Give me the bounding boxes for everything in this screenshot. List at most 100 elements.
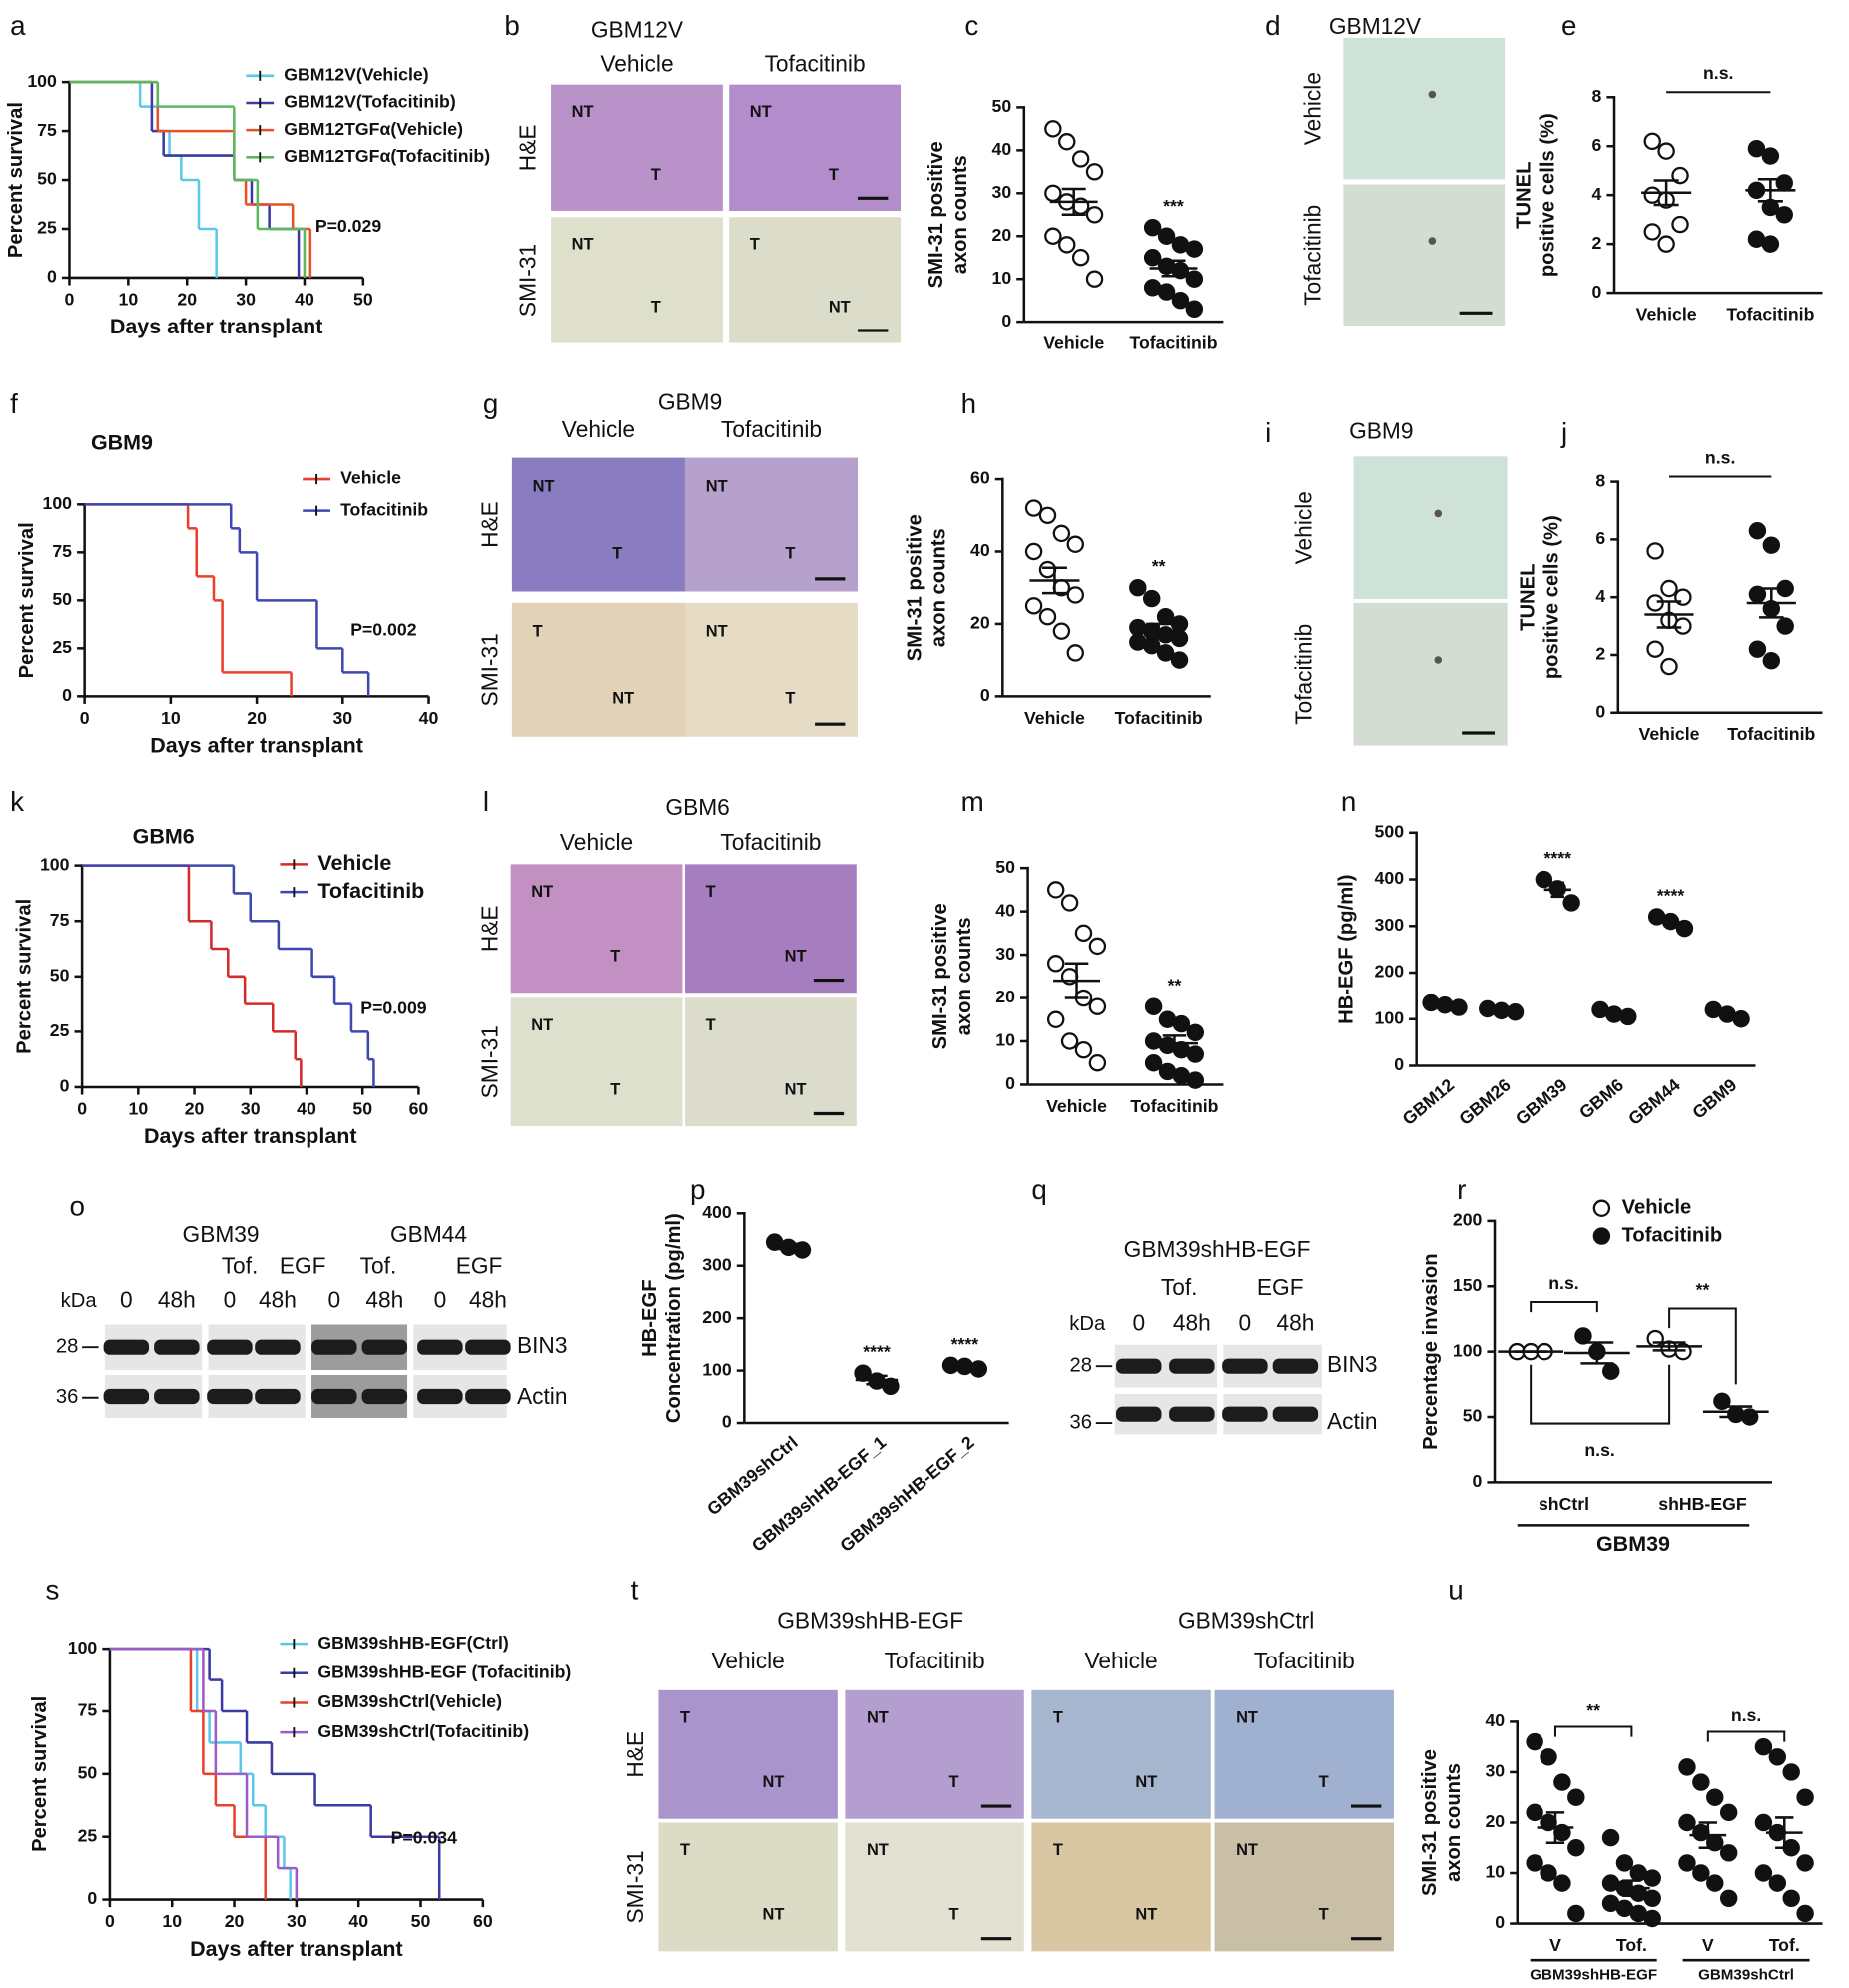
data-point xyxy=(1762,652,1781,670)
blot-band xyxy=(1116,1406,1162,1422)
column-label: Vehicle xyxy=(560,829,633,855)
panel-letter: u xyxy=(1448,1575,1463,1606)
y-tick-label: 75 xyxy=(78,1700,98,1720)
y-axis-label: axon counts xyxy=(928,528,950,647)
data-point xyxy=(1085,206,1104,224)
treatment-label: EGF xyxy=(1257,1274,1304,1300)
panel-title: GBM39shCtrl xyxy=(1178,1608,1314,1634)
blot-band xyxy=(311,1388,357,1405)
band-label: Actin xyxy=(517,1383,568,1409)
panel-letter: q xyxy=(1031,1174,1046,1205)
row-label: H&E xyxy=(622,1731,648,1778)
micrograph xyxy=(729,217,901,343)
x-tick-label: shHB-EGF xyxy=(1658,1494,1747,1514)
annotation: ** xyxy=(1696,1279,1710,1299)
y-tick-label: 25 xyxy=(78,1825,98,1845)
y-tick-label: 2 xyxy=(1595,644,1605,664)
data-point xyxy=(1088,997,1107,1015)
tissue-label: T xyxy=(1053,1841,1063,1859)
data-point xyxy=(1768,1748,1787,1766)
data-point xyxy=(1060,1032,1079,1050)
blot-band xyxy=(103,1388,150,1405)
panel-title: GBM6 xyxy=(665,794,729,820)
data-point xyxy=(1038,506,1057,525)
y-tick-label: 0 xyxy=(60,1076,70,1096)
y-axis-label: SMI-31 positive xyxy=(1419,1749,1441,1896)
panel-title: GBM9 xyxy=(658,388,722,414)
annotation: n.s. xyxy=(1731,1705,1761,1725)
panel-letter: i xyxy=(1265,417,1271,448)
tissue-label: NT xyxy=(1236,1841,1258,1859)
panel-letter: a xyxy=(10,10,26,41)
x-axis-label: Days after transplant xyxy=(150,734,363,758)
x-tick-label: 10 xyxy=(119,289,139,309)
x-tick-label: 10 xyxy=(161,708,181,728)
x-tick-label: shCtrl xyxy=(1539,1494,1589,1514)
significance: **** xyxy=(1657,885,1685,905)
blot-band xyxy=(255,1388,301,1405)
data-point xyxy=(1142,636,1161,655)
data-point xyxy=(1172,1014,1191,1033)
data-point xyxy=(1526,1854,1543,1872)
blot-band xyxy=(361,1339,408,1355)
micrograph xyxy=(1353,602,1508,746)
y-tick-label: 0 xyxy=(1005,1073,1015,1093)
blot-band xyxy=(1222,1406,1268,1422)
x-tick-label: 50 xyxy=(352,1098,372,1118)
blot-group: GBM39 xyxy=(183,1221,260,1247)
x-tick-label: Vehicle xyxy=(1046,1096,1107,1116)
panel-letter: l xyxy=(483,786,489,817)
tissue-label: T xyxy=(533,623,543,641)
x-tick-label: 40 xyxy=(295,289,314,309)
lane-label: 48h xyxy=(1276,1309,1314,1335)
data-point xyxy=(1713,1392,1731,1411)
micrograph xyxy=(658,1822,838,1952)
legend-label: GBM39shCtrl(Vehicle) xyxy=(317,1691,502,1711)
y-tick-label: 20 xyxy=(991,225,1011,245)
tissue-label: T xyxy=(706,1016,716,1034)
panel-letter: j xyxy=(1560,417,1567,448)
marker-label: 36 xyxy=(56,1386,78,1408)
annotation: n.s. xyxy=(1705,448,1735,468)
data-point xyxy=(1060,894,1079,912)
group-label: GBM39shHB-EGF xyxy=(1530,1966,1657,1983)
data-point xyxy=(882,1377,900,1396)
x-tick-label: Vehicle xyxy=(1043,333,1104,353)
y-tick-label: 30 xyxy=(995,944,1015,964)
blot-band xyxy=(465,1339,511,1355)
panel-letter: c xyxy=(964,10,978,41)
data-point xyxy=(1129,633,1147,651)
data-point xyxy=(1671,215,1689,234)
data-point xyxy=(1046,955,1065,973)
x-tick-label: 60 xyxy=(409,1098,429,1118)
y-tick-label: 40 xyxy=(991,139,1011,159)
data-point xyxy=(1761,235,1780,253)
data-point xyxy=(854,1364,872,1382)
data-point xyxy=(1562,894,1580,912)
data-point xyxy=(1157,283,1176,301)
data-point xyxy=(1643,1869,1661,1887)
lane-label: 0 xyxy=(1132,1309,1145,1335)
y-axis-label: Percent survival xyxy=(14,899,36,1054)
y-tick-label: 0 xyxy=(1495,1912,1505,1932)
y-axis-label: Percent survival xyxy=(5,102,27,258)
data-point xyxy=(1646,594,1664,612)
data-point xyxy=(1706,1788,1724,1806)
y-tick-label: 300 xyxy=(1375,915,1405,935)
data-point xyxy=(1678,1758,1696,1776)
marker-label: 36 xyxy=(1070,1411,1092,1433)
y-tick-label: 50 xyxy=(1463,1406,1483,1426)
data-point xyxy=(1762,536,1781,554)
x-tick-label: GBM6 xyxy=(1575,1074,1627,1122)
row-label: Vehicle xyxy=(1291,491,1317,564)
data-point xyxy=(1170,615,1189,633)
data-point xyxy=(1088,937,1107,956)
row-label: Tofacitinib xyxy=(1291,624,1317,725)
y-tick-label: 100 xyxy=(1453,1340,1483,1360)
y-tick-label: 0 xyxy=(980,685,990,705)
data-point xyxy=(1044,184,1062,203)
y-axis-label: axon counts xyxy=(1443,1763,1465,1882)
lane-label: 48h xyxy=(365,1287,403,1313)
data-point xyxy=(1553,1773,1571,1791)
column-label: Tofacitinib xyxy=(721,416,822,442)
